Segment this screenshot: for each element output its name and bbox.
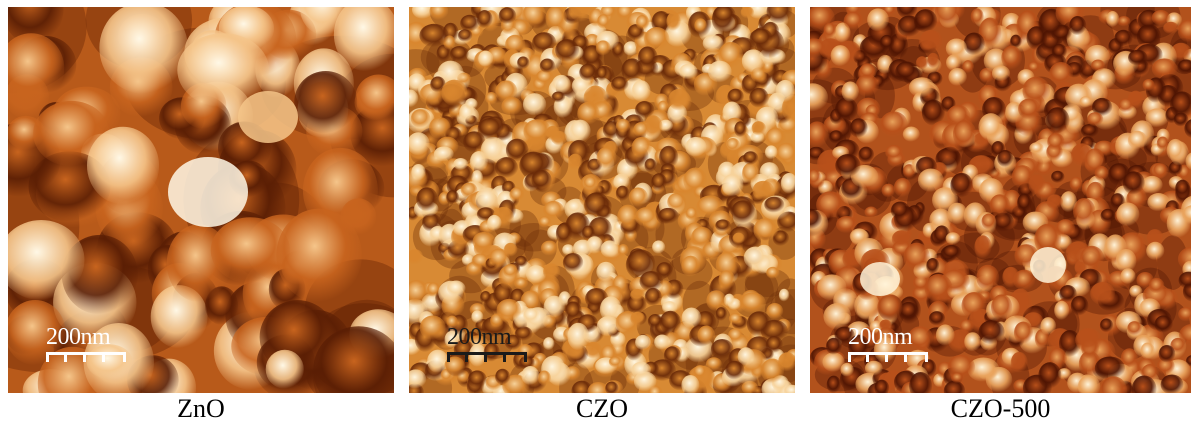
afm-image-czo: 200nm xyxy=(409,7,795,393)
scale-bar: 200nm xyxy=(447,325,527,366)
scale-bar: 200nm xyxy=(46,325,126,366)
afm-texture-czo xyxy=(409,7,795,393)
scale-bar-label: 200nm xyxy=(447,324,512,350)
afm-texture-czo-500 xyxy=(810,7,1191,393)
afm-image-zno: 200nm xyxy=(8,7,394,393)
scale-bar-label: 200nm xyxy=(848,324,913,350)
afm-image-czo-500: 200nm xyxy=(810,7,1191,393)
afm-texture-zno xyxy=(8,7,394,393)
scale-bar: 200nm xyxy=(848,325,928,366)
caption-czo-500: CZO-500 xyxy=(950,394,1051,423)
caption-zno: ZnO xyxy=(177,394,225,423)
scale-bar-label: 200nm xyxy=(46,324,111,350)
caption-czo: CZO xyxy=(576,394,628,423)
